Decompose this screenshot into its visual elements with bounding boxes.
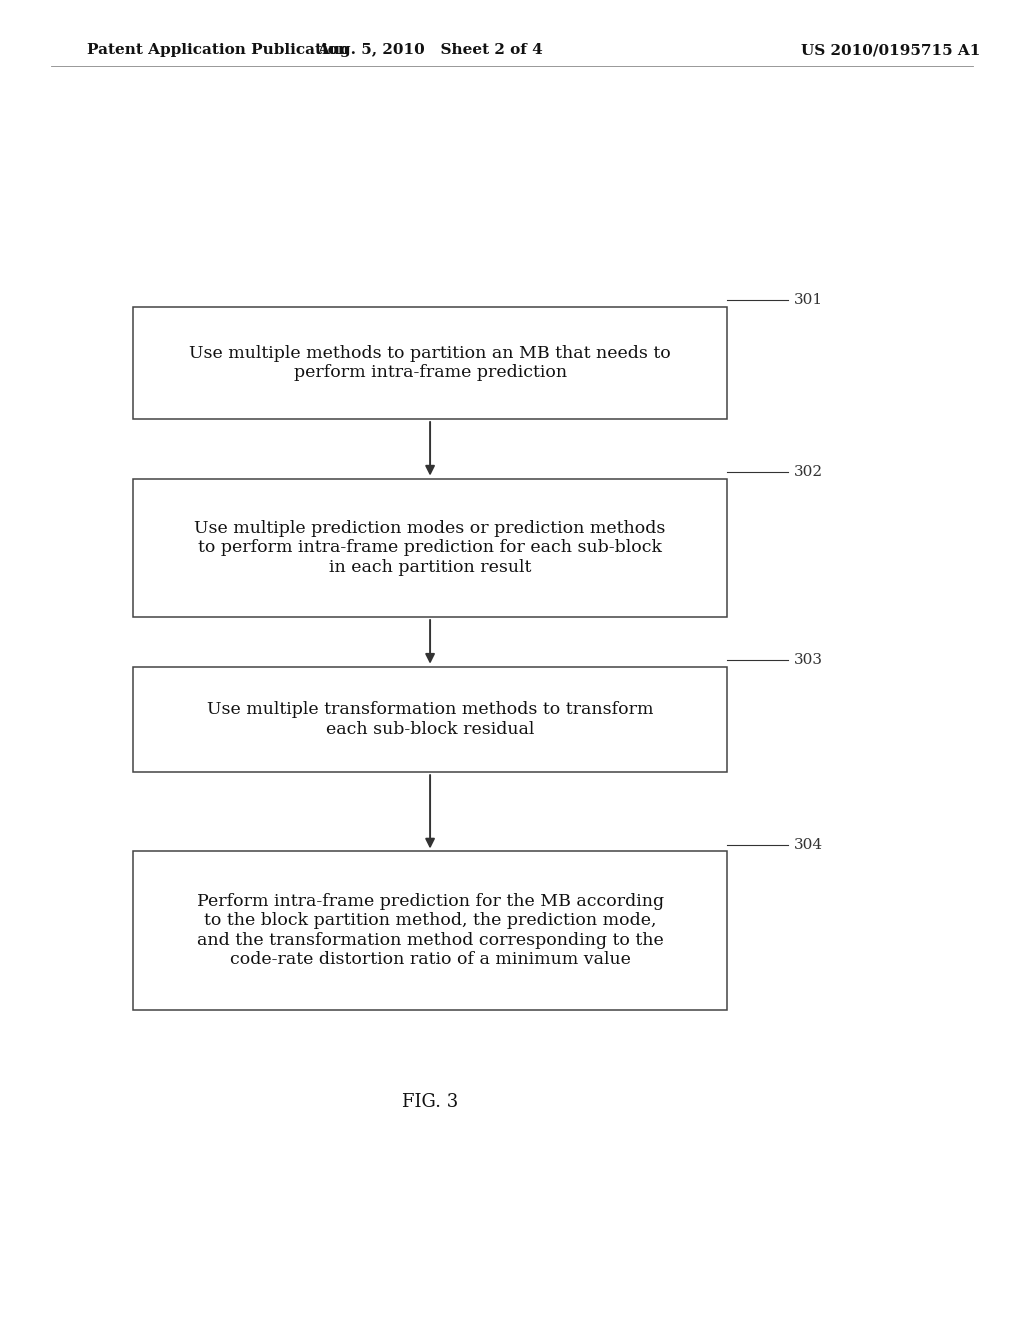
FancyBboxPatch shape [133, 479, 727, 618]
FancyBboxPatch shape [133, 308, 727, 420]
Text: Patent Application Publication: Patent Application Publication [87, 44, 349, 57]
Text: 304: 304 [794, 838, 822, 851]
Text: Aug. 5, 2010   Sheet 2 of 4: Aug. 5, 2010 Sheet 2 of 4 [317, 44, 543, 57]
Text: 301: 301 [794, 293, 822, 308]
Text: 303: 303 [794, 653, 822, 667]
Text: Perform intra-frame prediction for the MB according
to the block partition metho: Perform intra-frame prediction for the M… [197, 892, 664, 969]
Text: FIG. 3: FIG. 3 [402, 1093, 458, 1111]
FancyBboxPatch shape [133, 667, 727, 772]
FancyBboxPatch shape [133, 851, 727, 1010]
Text: US 2010/0195715 A1: US 2010/0195715 A1 [801, 44, 981, 57]
Text: Use multiple transformation methods to transform
each sub-block residual: Use multiple transformation methods to t… [207, 701, 653, 738]
Text: 302: 302 [794, 465, 822, 479]
Text: Use multiple prediction modes or prediction methods
to perform intra-frame predi: Use multiple prediction modes or predict… [195, 520, 666, 576]
Text: Use multiple methods to partition an MB that needs to
perform intra-frame predic: Use multiple methods to partition an MB … [189, 345, 671, 381]
